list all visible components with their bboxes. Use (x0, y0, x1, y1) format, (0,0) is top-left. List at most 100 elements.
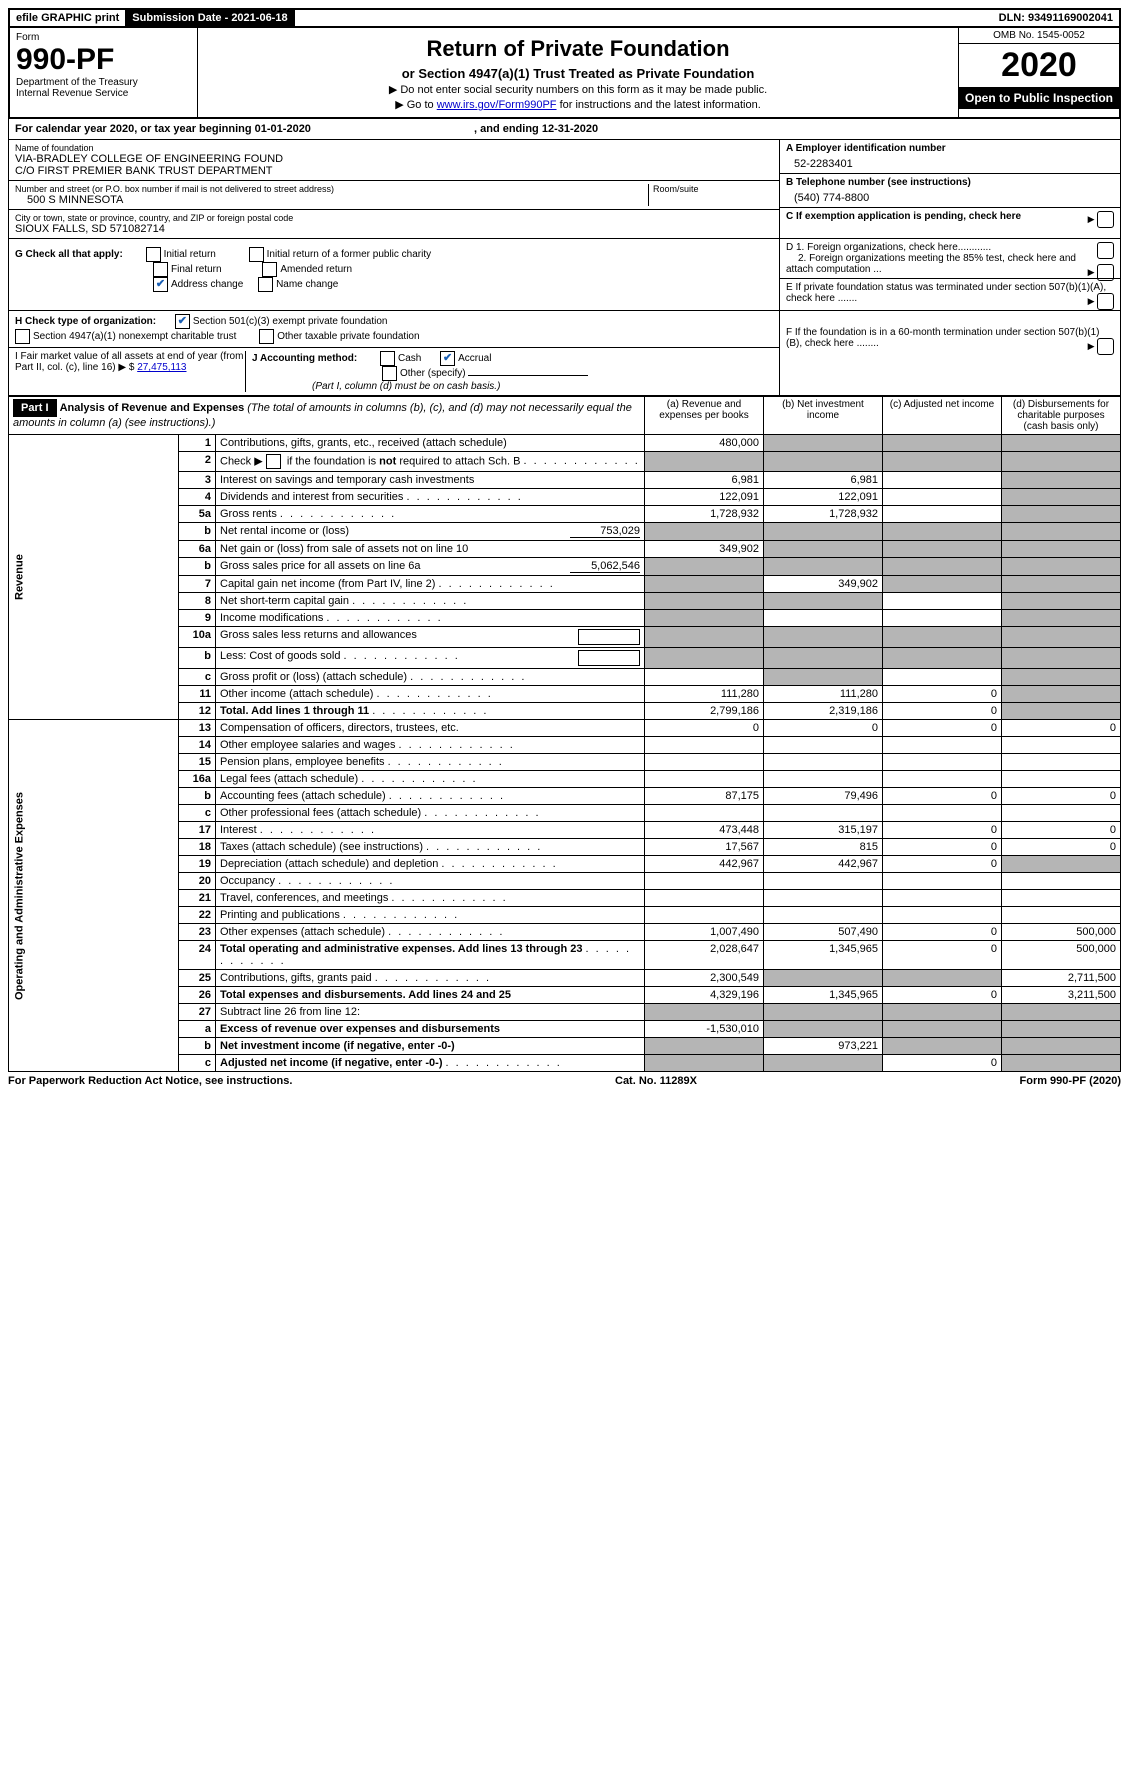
addr-change-checkbox[interactable] (153, 277, 168, 292)
line-no: b (179, 558, 216, 576)
line-desc: Pension plans, employee benefits (216, 754, 645, 771)
j-note: (Part I, column (d) must be on cash basi… (312, 381, 500, 392)
cal-begin: 01-01-2020 (255, 123, 311, 135)
other-method-checkbox[interactable] (382, 366, 397, 381)
line-desc: Subtract line 26 from line 12: (216, 1004, 645, 1021)
top-bar: efile GRAPHIC print Submission Date - 20… (8, 8, 1121, 28)
omb-number: OMB No. 1545-0052 (959, 28, 1119, 44)
section-g-d: G Check all that apply: Initial return I… (8, 239, 1121, 311)
line-no: b (179, 648, 216, 669)
cell-value: 122,091 (764, 489, 883, 506)
line-desc: Income modifications (216, 610, 645, 627)
line-no: a (179, 1021, 216, 1038)
section-h-f: H Check type of organization: Section 50… (8, 311, 1121, 396)
final-return-checkbox[interactable] (153, 262, 168, 277)
form-number: 990-PF (16, 43, 191, 77)
d1-label: D 1. Foreign organizations, check here..… (786, 242, 991, 253)
line-desc: Taxes (attach schedule) (see instruction… (216, 839, 645, 856)
cell-value: 6,981 (764, 472, 883, 489)
line-desc: Gross rents (216, 506, 645, 523)
col-d-header: (d) Disbursements for charitable purpose… (1002, 397, 1121, 435)
form-header: Form 990-PF Department of the Treasury I… (8, 28, 1121, 119)
amended-label: Amended return (280, 264, 352, 275)
efile-print[interactable]: efile GRAPHIC print (10, 10, 126, 26)
d2-checkbox[interactable] (1097, 264, 1114, 281)
line-desc: Dividends and interest from securities (216, 489, 645, 506)
name-change-label: Name change (276, 279, 338, 290)
room-label: Room/suite (653, 184, 773, 194)
initial-former-label: Initial return of a former public charit… (267, 249, 432, 260)
cash-checkbox[interactable] (380, 351, 395, 366)
line-no: 23 (179, 924, 216, 941)
ein-value: 52-2283401 (786, 154, 1114, 170)
line-desc: Gross profit or (loss) (attach schedule) (216, 669, 645, 686)
fmv-link[interactable]: 27,475,113 (137, 362, 186, 373)
foundation-name2: C/O FIRST PREMIER BANK TRUST DEPARTMENT (15, 165, 773, 177)
501c3-checkbox[interactable] (175, 314, 190, 329)
line-desc: Depreciation (attach schedule) and deple… (216, 856, 645, 873)
cell-value: 4,329,196 (645, 987, 764, 1004)
name-change-checkbox[interactable] (258, 277, 273, 292)
line-no: 27 (179, 1004, 216, 1021)
line-desc: Net rental income or (loss) 753,029 (216, 523, 645, 541)
cell-value: 6,981 (645, 472, 764, 489)
cell-value: 3,211,500 (1002, 987, 1121, 1004)
sch-b-checkbox[interactable] (266, 454, 281, 469)
line-no: 16a (179, 771, 216, 788)
phone-label: B Telephone number (see instructions) (786, 177, 1114, 188)
line-no: 4 (179, 489, 216, 506)
line-no: 11 (179, 686, 216, 703)
501c3-label: Section 501(c)(3) exempt private foundat… (193, 316, 388, 327)
line-no: 5a (179, 506, 216, 523)
e-label: E If private foundation status was termi… (786, 282, 1106, 304)
dln: DLN: 93491169002041 (993, 10, 1119, 26)
line-no: 21 (179, 890, 216, 907)
cell-value: 2,028,647 (645, 941, 764, 970)
cell-value: 1,345,965 (764, 941, 883, 970)
line-desc: Adjusted net income (if negative, enter … (216, 1055, 645, 1072)
cell-value: 0 (1002, 720, 1121, 737)
line-no: 19 (179, 856, 216, 873)
exemption-checkbox[interactable] (1097, 211, 1114, 228)
calendar-year-row: For calendar year 2020, or tax year begi… (8, 119, 1121, 140)
f-label: F If the foundation is in a 60-month ter… (786, 327, 1100, 349)
paperwork-notice: For Paperwork Reduction Act Notice, see … (8, 1075, 292, 1087)
line-desc: Contributions, gifts, grants, etc., rece… (216, 435, 645, 452)
cell-value: 0 (883, 686, 1002, 703)
form990pf-link[interactable]: www.irs.gov/Form990PF (437, 99, 557, 111)
cell-value: 349,902 (764, 576, 883, 593)
4947-checkbox[interactable] (15, 329, 30, 344)
line-desc: Excess of revenue over expenses and disb… (216, 1021, 645, 1038)
form-label: Form (16, 32, 191, 43)
tax-year: 2020 (959, 44, 1119, 87)
cell-value: 0 (883, 987, 1002, 1004)
part1-title: Analysis of Revenue and Expenses (60, 402, 245, 414)
initial-return-checkbox[interactable] (146, 247, 161, 262)
line-desc: Compensation of officers, directors, tru… (216, 720, 645, 737)
d1-checkbox[interactable] (1097, 242, 1114, 259)
line-no: 14 (179, 737, 216, 754)
line-no: b (179, 1038, 216, 1055)
f-checkbox[interactable] (1097, 338, 1114, 355)
line-desc: Total expenses and disbursements. Add li… (216, 987, 645, 1004)
cell-value: 315,197 (764, 822, 883, 839)
e-checkbox[interactable] (1097, 293, 1114, 310)
part1-label: Part I (13, 399, 57, 417)
h-label: H Check type of organization: (15, 316, 156, 327)
line-desc: Gross sales price for all assets on line… (216, 558, 645, 576)
phone-value: (540) 774-8800 (786, 188, 1114, 204)
accrual-checkbox[interactable] (440, 351, 455, 366)
line-desc: Accounting fees (attach schedule) (216, 788, 645, 805)
cell-value: 2,300,549 (645, 970, 764, 987)
inline-value: 753,029 (570, 525, 640, 538)
cell-value: 0 (883, 822, 1002, 839)
other-tax-checkbox[interactable] (259, 329, 274, 344)
amended-checkbox[interactable] (262, 262, 277, 277)
line-desc: Total operating and administrative expen… (216, 941, 645, 970)
cell-value: 973,221 (764, 1038, 883, 1055)
line-no: 12 (179, 703, 216, 720)
open-inspection: Open to Public Inspection (959, 87, 1119, 109)
cell-value: 0 (1002, 788, 1121, 805)
initial-former-checkbox[interactable] (249, 247, 264, 262)
line-desc: Other employee salaries and wages (216, 737, 645, 754)
